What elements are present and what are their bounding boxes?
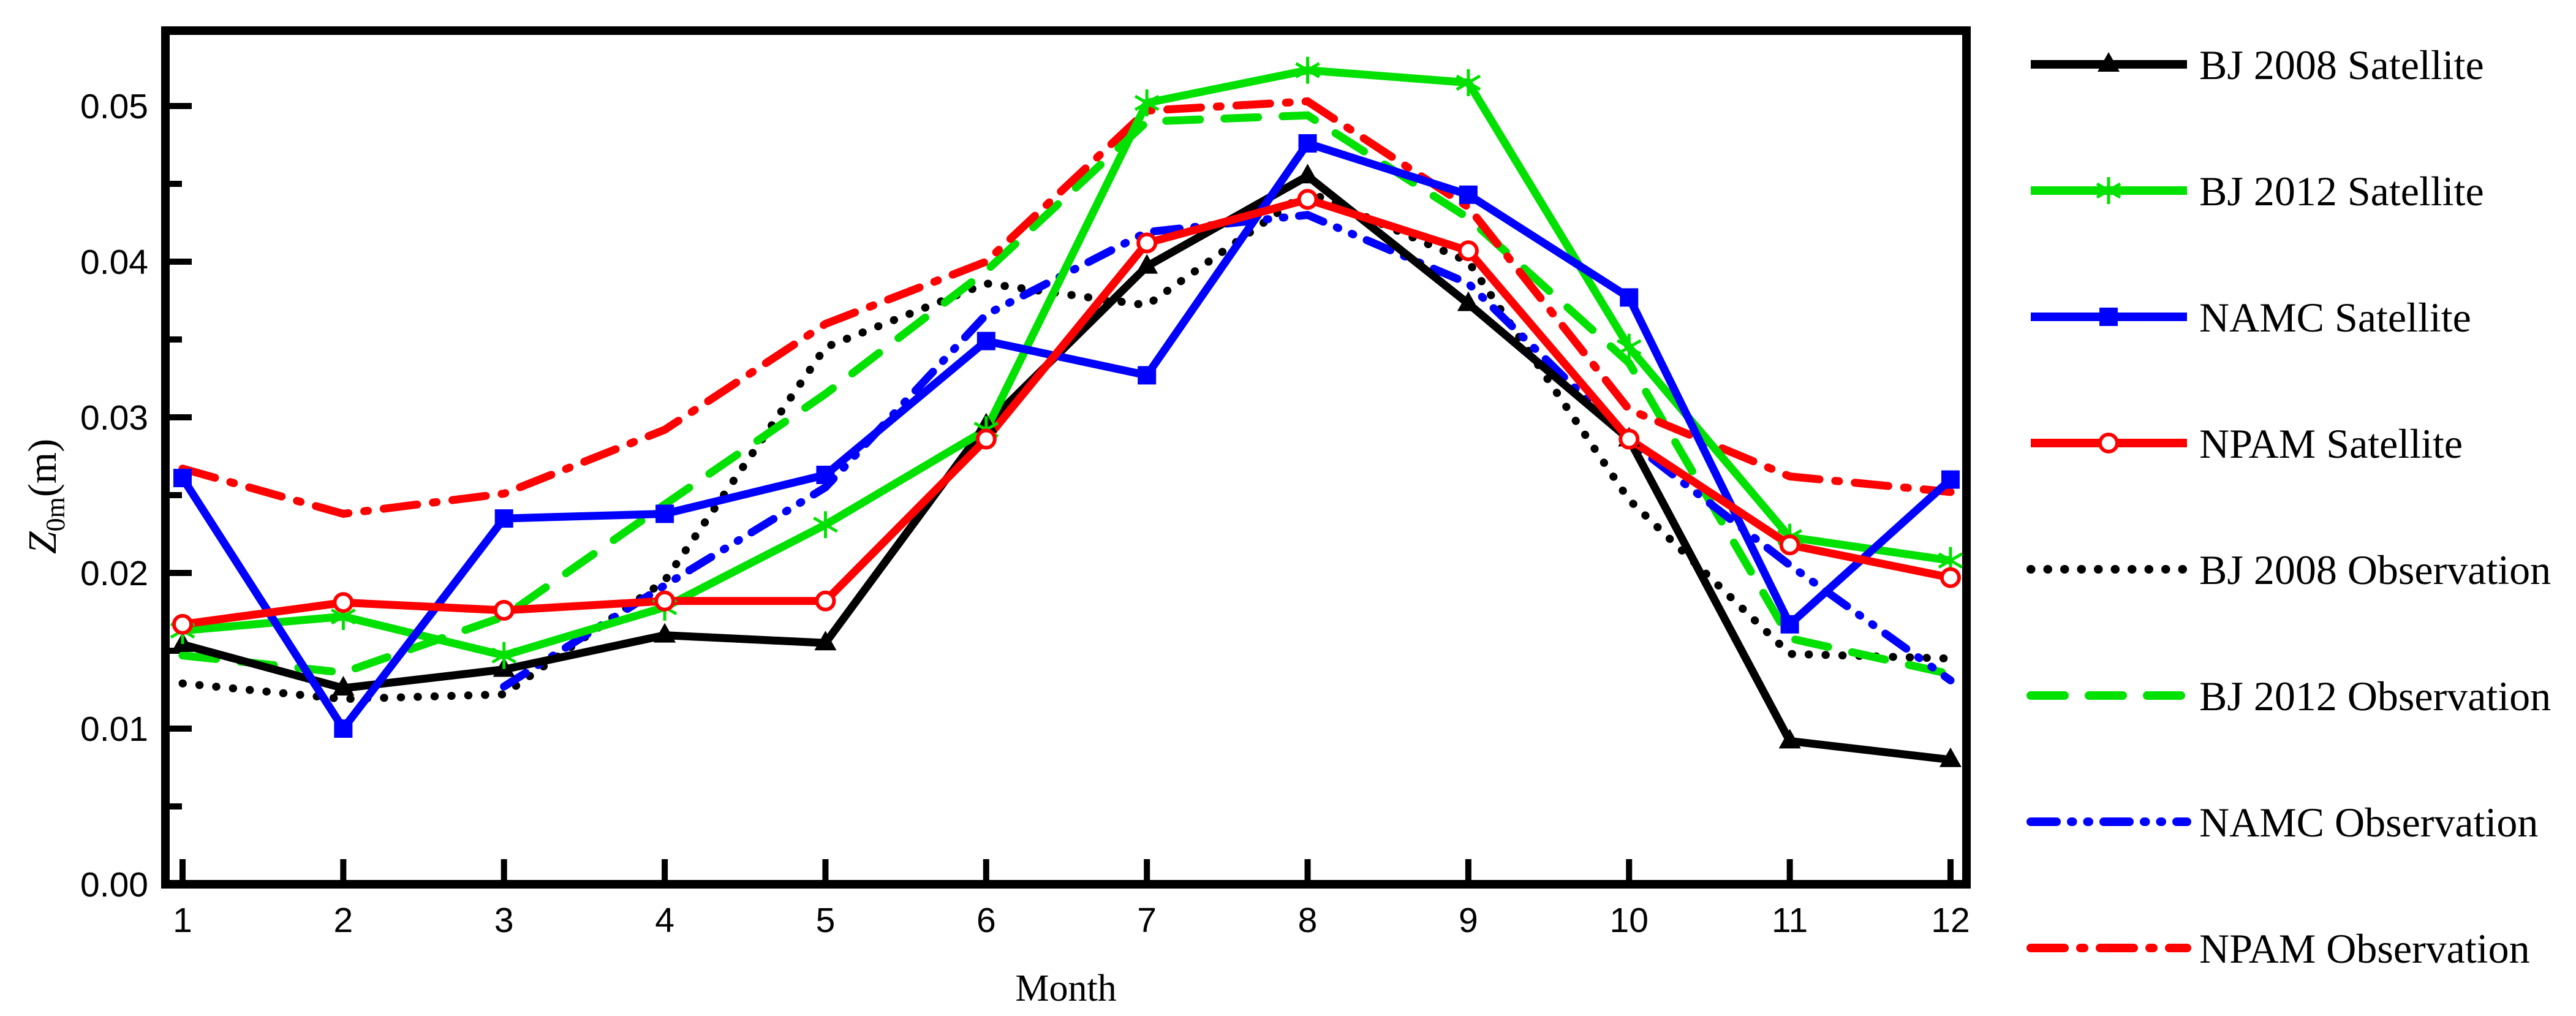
x-tick-label: 6 (976, 901, 996, 940)
series-markers-npam-satellite (172, 189, 1961, 635)
x-tick-label: 1 (173, 901, 192, 940)
legend-item-bj-2008-observation: BJ 2008 Observation (2026, 547, 2551, 593)
square-marker (816, 465, 835, 484)
legend-item-label: BJ 2008 Satellite (2199, 42, 2484, 88)
square-marker (1298, 134, 1317, 153)
square-marker (976, 332, 995, 351)
series-line-bj-2012-satellite (182, 66, 1951, 660)
y-axis: 0.00 0.01 0.02 0.03 0.04 0.05 (80, 87, 192, 904)
open-circle-marker (172, 613, 193, 635)
legend-item-label: NAMC Observation (2199, 799, 2538, 846)
legend-item-npam-observation: NPAM Observation (2026, 925, 2530, 972)
y-tick-label: 0.04 (80, 243, 148, 282)
y-axis-title: Z0m(m) (17, 355, 71, 637)
square-marker (655, 504, 674, 523)
x-axis-title: Month (1015, 968, 1117, 1009)
legend-item-label: NPAM Satellite (2199, 420, 2463, 467)
series-line-namc-satellite (179, 138, 1954, 736)
triangle-marker (654, 623, 676, 643)
series-markers-namc-satellite (173, 134, 1960, 738)
open-circle-marker (975, 428, 997, 450)
x-tick-label: 8 (1298, 901, 1318, 940)
open-circle-marker (1136, 232, 1158, 254)
series-line-bj-2012-observation (178, 111, 1955, 678)
x-tick-label: 3 (494, 901, 514, 940)
y-tick-label: 0.01 (80, 710, 148, 749)
open-circle-marker (333, 592, 354, 613)
triangle-marker (1457, 291, 1479, 311)
triangle-marker (2098, 52, 2120, 72)
asterisk-marker (491, 642, 517, 669)
x-tick-label: 2 (334, 901, 353, 940)
series-line-npam-satellite (182, 195, 1952, 629)
asterisk-marker (1295, 56, 1320, 84)
x-tick-label: 7 (1137, 901, 1157, 940)
legend-item-bj-2008-satellite: BJ 2008 Satellite (2031, 42, 2484, 88)
square-marker (1138, 366, 1157, 385)
asterisk-marker (1456, 69, 1481, 96)
open-circle-marker (654, 590, 676, 612)
x-tick-label: 12 (1931, 901, 1970, 940)
plot-frame (161, 26, 1971, 889)
legend-item-label: NPAM Observation (2199, 925, 2530, 972)
open-circle-marker (1618, 428, 1640, 450)
y-axis-unit: (m) (20, 438, 65, 498)
y-tick-label: 0.05 (80, 87, 148, 126)
open-circle-marker (1779, 534, 1800, 556)
legend: BJ 2008 Satellite BJ 2012 Satellite NAMC S… (2026, 42, 2551, 972)
legend-item-bj-2012-observation: BJ 2012 Observation (2026, 673, 2551, 719)
open-circle-marker (1297, 189, 1318, 210)
y-axis-symbol: Z (20, 531, 65, 555)
y-tick-label: 0.03 (80, 398, 148, 438)
legend-item-namc-observation: NAMC Observation (2026, 799, 2538, 846)
square-marker (1620, 288, 1639, 307)
y-axis-subscript: 0m (40, 497, 71, 532)
series-markers-bj-2012-satellite (170, 56, 1963, 669)
square-marker (1780, 615, 1799, 634)
legend-item-label: BJ 2008 Observation (2199, 547, 2551, 593)
asterisk-marker (813, 511, 838, 539)
legend-item-label: BJ 2012 Observation (2199, 673, 2551, 719)
legend-item-label: NAMC Satellite (2199, 294, 2471, 341)
legend-item-bj-2012-satellite: BJ 2012 Satellite (2031, 168, 2484, 214)
x-tick-label: 9 (1459, 901, 1478, 940)
asterisk-marker (1616, 333, 1642, 361)
triangle-marker (1136, 254, 1158, 274)
legend-item-namc-satellite: NAMC Satellite (2031, 294, 2471, 341)
asterisk-marker (1134, 89, 1160, 116)
square-marker (494, 509, 513, 528)
y-tick-label: 0.00 (80, 865, 148, 904)
square-marker (1941, 470, 1960, 489)
x-tick-label: 11 (1772, 901, 1808, 940)
x-tick-label: 10 (1610, 901, 1649, 940)
square-marker (1459, 185, 1478, 204)
triangle-marker (332, 675, 355, 696)
triangle-marker (1296, 164, 1319, 184)
x-tick-label: 4 (655, 901, 674, 940)
series-line-npam-observation (178, 97, 1955, 518)
triangle-marker (814, 631, 837, 651)
open-circle-marker (1940, 567, 1961, 588)
square-marker (2099, 308, 2118, 326)
square-marker (173, 469, 192, 488)
x-axis: 1 2 3 4 5 6 7 8 9 10 11 12 (173, 859, 1970, 940)
open-circle-marker (493, 599, 515, 621)
square-marker (334, 719, 353, 738)
series-line-bj-2008-observation (178, 187, 1955, 703)
open-circle-marker (2098, 433, 2119, 453)
triangle-marker (1939, 747, 1962, 767)
x-tick-label: 5 (816, 901, 836, 940)
triangle-marker (1778, 729, 1801, 749)
legend-item-npam-satellite: NPAM Satellite (2031, 420, 2463, 467)
asterisk-marker (2096, 177, 2121, 204)
y-tick-label: 0.02 (80, 554, 148, 593)
legend-item-label: BJ 2012 Satellite (2199, 168, 2484, 214)
open-circle-marker (1457, 240, 1479, 262)
open-circle-marker (815, 590, 836, 612)
